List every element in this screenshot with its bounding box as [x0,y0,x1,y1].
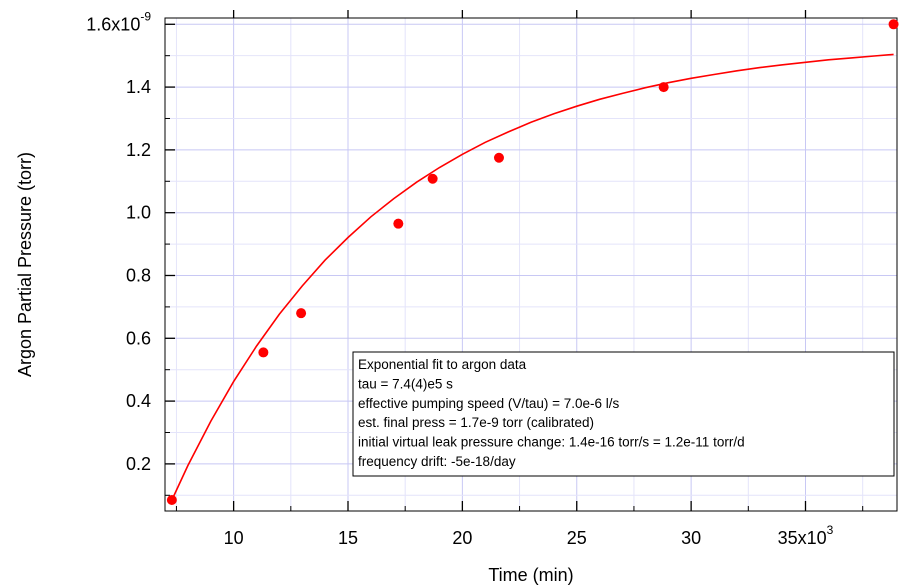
annotation-box: Exponential fit to argon data tau = 7.4(… [352,351,895,477]
annotation-line: Exponential fit to argon data [358,357,527,372]
y-tick-label: 0.2 [126,454,151,474]
y-tick-label: 1.4 [126,77,151,97]
x-tick-label: 35x103 [778,523,834,548]
annotation-line: tau = 7.4(4)e5 s [358,376,453,391]
fit-curve [171,53,894,501]
x-tick-label: 20 [452,528,472,548]
x-tick-label: 15 [338,528,358,548]
y-tick-label: 1.0 [126,203,151,223]
y-tick-label: 1.6x10-9 [86,9,151,34]
x-tick-label: 30 [681,528,701,548]
tick-labels: 10 15 20 25 30 35x103 0.2 0.4 0.6 0.8 1.0 1.2 1.4 1.6… [86,9,833,548]
plot-frame [164,17,898,512]
annotation-line: effective pumping speed (V/tau) = 7.0e-6… [358,396,620,411]
data-point [393,218,404,229]
x-tick-label: 25 [567,528,587,548]
data-point [258,347,269,358]
y-axis-label: Argon Partial Pressure (torr) [15,152,35,377]
y-tick-label: 0.6 [126,328,151,348]
x-tick-label: 10 [224,528,244,548]
data-point [296,308,307,319]
y-tick-label: 0.4 [126,391,151,411]
annotation-line: est. final press = 1.7e-9 torr (calibrat… [358,415,594,430]
data-point [658,82,669,93]
data-point [166,495,177,506]
data-point [493,152,504,163]
ticks [165,10,864,511]
data-points [166,19,899,506]
y-tick-label: 0.8 [126,265,151,285]
data-point [888,19,899,30]
x-axis-label: Time (min) [488,565,573,585]
annotation-line: initial virtual leak pressure change: 1.… [358,435,745,450]
annotation-line: frequency drift: -5e-18/day [358,454,516,469]
y-tick-label: 1.2 [126,140,151,160]
data-point [427,173,438,184]
